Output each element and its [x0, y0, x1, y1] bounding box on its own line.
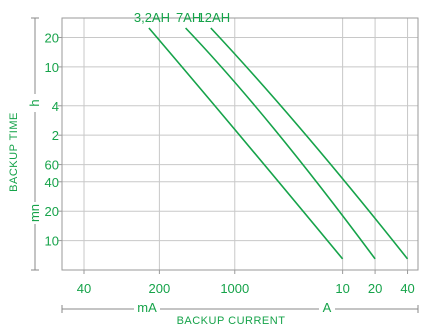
series-label: 7AH — [176, 10, 201, 25]
x-tick-label: 200 — [149, 281, 171, 296]
x-unit-label-a: A — [323, 300, 332, 315]
y-axis-title: BACKUP TIME — [8, 112, 20, 192]
x-unit-label-ma-bg — [134, 301, 160, 315]
series-line-12ah — [210, 27, 409, 260]
y-tick-label: 4 — [52, 99, 59, 114]
x-tick-label: 20 — [368, 281, 382, 296]
y-tick-label: 20 — [45, 204, 59, 219]
x-unit-label-a-bg — [319, 301, 335, 315]
y-tick-label: 10 — [45, 60, 59, 75]
y-tick-labels: 20 10 4 2 60 40 20 10 — [45, 30, 62, 249]
series-label: 3,2AH — [134, 10, 170, 25]
series-line-3-2ah — [148, 27, 344, 260]
y-tick-label: 60 — [45, 158, 59, 173]
x-tick-label: 40 — [77, 281, 91, 296]
plot-area — [62, 18, 418, 270]
y-unit-label-h-bg — [29, 94, 41, 112]
y-unit-label-h: h — [27, 99, 42, 106]
series-line-7ah — [185, 27, 376, 260]
plot-border — [61, 17, 419, 271]
y-unit-label-mn-bg — [29, 202, 41, 224]
y-tick-label: 20 — [45, 30, 59, 45]
series-label: 12AH — [198, 10, 231, 25]
y-tick-label: 10 — [45, 234, 59, 249]
x-tick-label: 40 — [400, 281, 414, 296]
series-group — [148, 27, 409, 260]
x-tick-label: 1000 — [220, 281, 249, 296]
y-tick-label: 2 — [52, 128, 59, 143]
x-axis-title: BACKUP CURRENT — [177, 315, 286, 327]
x-tick-label: 10 — [335, 281, 349, 296]
x-unit-label-ma: mA — [137, 300, 157, 315]
grid — [62, 18, 418, 270]
y-tick-label: 40 — [45, 175, 59, 190]
x-tick-labels: 40 200 1000 10 20 40 — [77, 270, 415, 296]
y-unit-label-mn: mn — [27, 204, 42, 222]
